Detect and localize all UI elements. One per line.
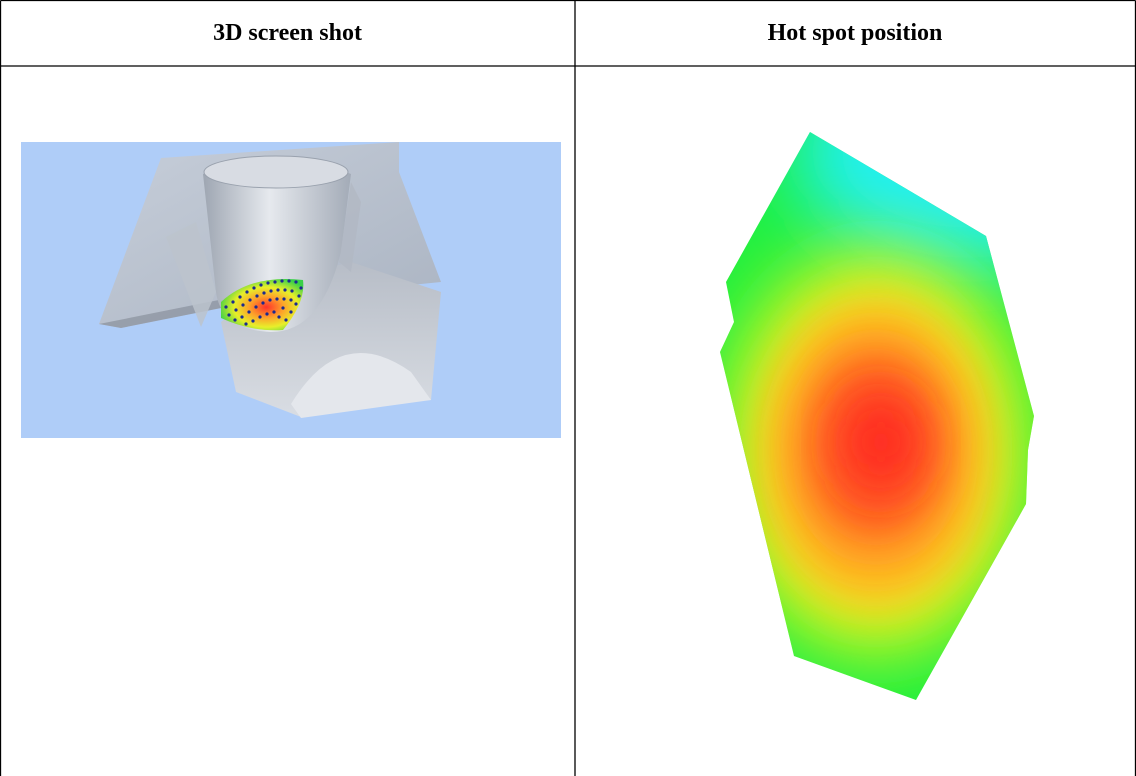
column-header-hot-spot-position: Hot spot position [767, 19, 943, 46]
column-header-3d-screenshot: 3D screen shot [213, 19, 362, 46]
hotspot-heatmap-image [720, 132, 1034, 700]
3d-screenshot-image [21, 142, 561, 438]
